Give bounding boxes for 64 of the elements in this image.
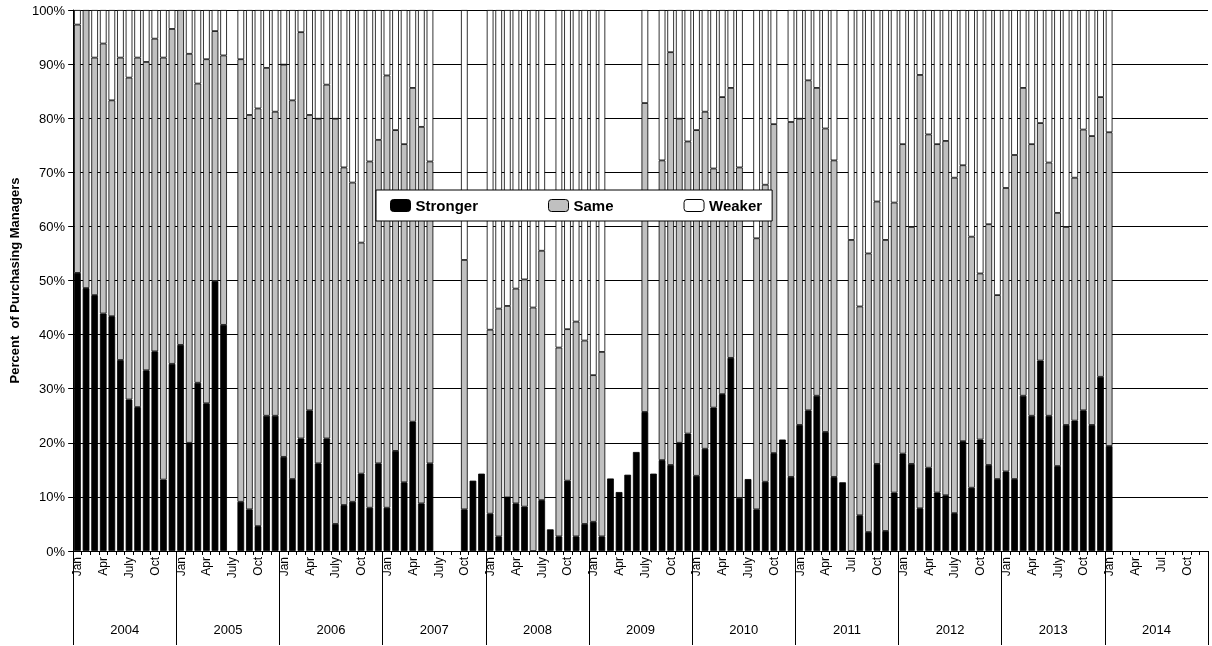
legend-label: Weaker [709, 197, 763, 214]
y-tick-label: 100% [31, 2, 66, 18]
y-tick-label: 10% [39, 489, 66, 505]
x-tick-label: Oct [354, 556, 369, 576]
x-tick-label: Oct [870, 556, 884, 576]
text: 2006 [316, 622, 346, 637]
x-tick-label: Jan [1102, 557, 1117, 577]
y-tick-label: 30% [39, 381, 66, 397]
x-tick-label: July [431, 557, 446, 579]
x-tick-label: Apr [921, 557, 936, 576]
legend-label: Same [573, 197, 614, 214]
x-tick-label: July [534, 557, 549, 579]
x-tick-label: Oct [1179, 556, 1194, 576]
x-tick-label: Jan [689, 557, 704, 577]
x-tick-label: Oct [250, 556, 265, 576]
legend-label: Stronger [415, 197, 479, 214]
x-tick-label: Jan [483, 557, 498, 577]
y-tick-label: 70% [39, 164, 66, 180]
x-tick-label: July [122, 557, 137, 579]
x-tick-label: July [1050, 557, 1065, 579]
x-tick-label: July [225, 557, 240, 579]
x-tick-label: Apr [302, 557, 317, 576]
text: 2012 [935, 622, 965, 637]
text: 2005 [213, 622, 243, 637]
text: 2008 [522, 622, 552, 637]
x-tick-label: Apr [199, 557, 214, 576]
y-tick-label: 50% [39, 273, 66, 288]
x-tick-label: Apr [508, 557, 523, 576]
x-tick-label: Apr [612, 557, 627, 576]
x-tick-label: Oct [560, 556, 575, 576]
y-tick-label: 90% [39, 56, 66, 72]
text: 2009 [626, 622, 656, 637]
text: 2007 [419, 622, 449, 637]
text: 2010 [729, 622, 759, 637]
x-tick-label: Apr [405, 557, 420, 576]
x-tick-label: Oct [663, 556, 678, 576]
y-axis-title: Percent of Purchasing Managers [7, 177, 22, 384]
x-tick-label: Jan [586, 557, 601, 577]
y-tick-label: 40% [39, 327, 66, 343]
y-tick-label: 60% [39, 218, 66, 234]
x-tick-label: Apr [818, 557, 833, 576]
x-tick-label: Apr [1127, 557, 1142, 576]
x-tick-label: Oct [457, 556, 472, 576]
x-tick-label: Jul [1153, 557, 1168, 573]
y-tick-label: 0% [46, 543, 66, 559]
x-tick-label: July [947, 557, 962, 579]
x-tick-label: Apr [96, 557, 111, 576]
x-tick-label: July [741, 557, 756, 579]
text: 2011 [832, 622, 861, 637]
y-tick-label: 20% [39, 435, 66, 451]
x-tick-label: Apr [715, 557, 730, 576]
x-tick-label: Apr [1024, 557, 1039, 576]
text: 2013 [1038, 622, 1068, 637]
x-tick-label: July [328, 557, 343, 579]
x-tick-label: July [637, 557, 652, 579]
x-tick-label: Jul [844, 557, 859, 573]
x-tick-label: Oct [147, 556, 162, 576]
x-tick-label: Oct [766, 556, 781, 576]
x-tick-label: Oct [973, 556, 988, 576]
text: 2004 [110, 622, 140, 637]
x-tick-label: Jan [70, 557, 85, 577]
text: 2014 [1141, 622, 1171, 637]
y-tick-label: 80% [39, 110, 66, 126]
x-tick-label: Oct [1076, 556, 1091, 576]
